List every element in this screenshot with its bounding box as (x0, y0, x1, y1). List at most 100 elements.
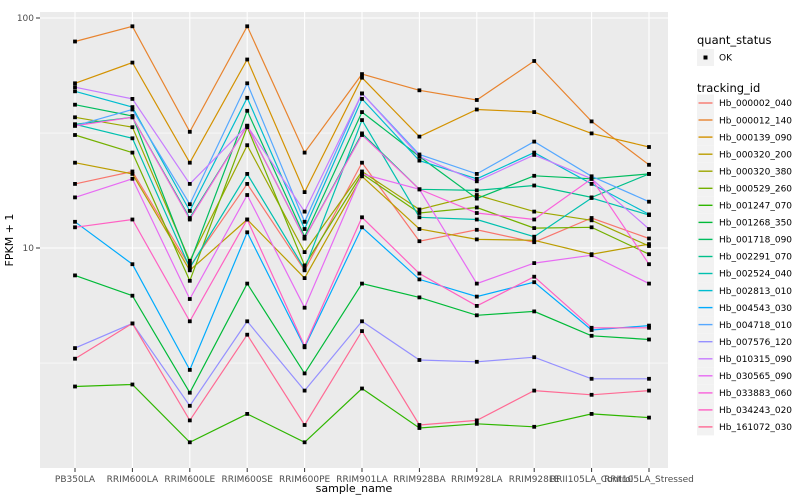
data-point (532, 209, 537, 214)
data-point (532, 150, 537, 155)
data-point (245, 412, 250, 416)
data-point (647, 376, 651, 381)
data-point (532, 238, 537, 243)
x-tick-label: RRIM901LA (336, 475, 388, 485)
data-point (474, 217, 479, 222)
data-point (73, 39, 77, 44)
data-point (589, 253, 594, 258)
data-point (532, 59, 537, 63)
data-point (647, 244, 651, 248)
legend-item-label: Hb_002291_070 (719, 253, 792, 263)
data-point (417, 187, 422, 192)
x-tick-label: RRIM600LE (164, 475, 215, 485)
legend-quant-status-title: quant_status (697, 33, 772, 47)
data-point (532, 153, 537, 157)
data-point (417, 295, 422, 300)
data-point (187, 261, 192, 265)
data-point (474, 188, 479, 193)
legend-item-label: Hb_000529_260 (719, 184, 792, 194)
data-point (589, 325, 594, 330)
data-point (73, 346, 77, 350)
data-point (532, 424, 537, 429)
data-point (474, 176, 479, 181)
data-point (130, 150, 135, 155)
legend-item-label: Hb_002813_010 (719, 287, 792, 297)
data-point (647, 323, 651, 328)
data-point (245, 172, 250, 176)
data-point (647, 337, 651, 342)
data-point (360, 386, 364, 391)
data-point (360, 133, 364, 137)
data-point (474, 179, 479, 184)
data-point (245, 332, 250, 337)
data-point (417, 239, 422, 244)
legend-item-label: Hb_000320_380 (719, 167, 792, 177)
data-point (245, 193, 250, 197)
data-point (302, 209, 307, 214)
data-point (360, 118, 364, 122)
data-point (187, 202, 192, 207)
legend-item-label: Hb_161072_030 (719, 423, 792, 433)
legend-item-label: Hb_000320_200 (719, 150, 792, 160)
data-point (360, 329, 364, 333)
data-point (417, 423, 422, 427)
data-point (245, 182, 250, 186)
data-point (73, 133, 77, 137)
data-point (130, 97, 135, 101)
data-point (302, 227, 307, 231)
legend-item-label: Hb_010315_090 (719, 355, 792, 365)
data-point (647, 388, 651, 393)
legend-item-label: Hb_033883_060 (719, 389, 792, 399)
legend-item-Hb_002524_040: Hb_002524_040 (697, 265, 792, 282)
legend-item-label: Hb_000012_140 (719, 116, 792, 126)
x-tick-label: RRII105LA_Stressed (604, 475, 694, 485)
legend-item-Hb_001247_070: Hb_001247_070 (697, 196, 792, 214)
data-point (302, 344, 307, 348)
data-point (245, 319, 250, 324)
data-point (417, 358, 422, 362)
data-point (647, 325, 651, 330)
data-point (589, 196, 594, 200)
data-point (532, 261, 537, 265)
legend-item-Hb_004543_030: Hb_004543_030 (697, 299, 792, 317)
data-point (130, 382, 135, 387)
data-point (187, 440, 192, 445)
data-point (474, 227, 479, 232)
data-point (187, 268, 192, 273)
data-point (245, 217, 250, 222)
data-point (302, 267, 307, 271)
data-point (73, 219, 77, 224)
data-point (360, 110, 364, 114)
data-point (360, 97, 364, 101)
x-tick-label: RRIM928LE (509, 475, 560, 485)
data-point (589, 412, 594, 416)
data-point (417, 207, 422, 212)
data-point (417, 227, 422, 231)
points-layer (73, 24, 651, 445)
data-point (474, 421, 479, 426)
data-point (187, 278, 192, 283)
data-point (187, 258, 192, 263)
legend-item-Hb_001718_090: Hb_001718_090 (697, 230, 792, 248)
data-point (647, 162, 651, 167)
legend-item-label: Hb_007576_120 (719, 338, 792, 348)
plot-panel (40, 12, 668, 468)
legend-item-label: Hb_001718_090 (719, 236, 792, 246)
legend-item-Hb_007576_120: Hb_007576_120 (697, 333, 792, 351)
legend-item-Hb_002291_070: Hb_002291_070 (697, 248, 792, 265)
data-point (130, 176, 135, 181)
data-point (417, 88, 422, 93)
data-point (302, 440, 307, 445)
legend-item-label: Hb_004718_010 (719, 321, 792, 331)
data-point (474, 294, 479, 299)
legend-item-Hb_000002_040: Hb_000002_040 (697, 94, 792, 112)
x-tick-label: PB350LA (55, 475, 96, 485)
data-point (647, 236, 651, 241)
y-tick-label: 100 (17, 14, 34, 24)
data-point (417, 277, 422, 282)
data-point (360, 91, 364, 96)
data-point (532, 355, 537, 360)
data-point (360, 72, 364, 76)
data-point (589, 216, 594, 220)
